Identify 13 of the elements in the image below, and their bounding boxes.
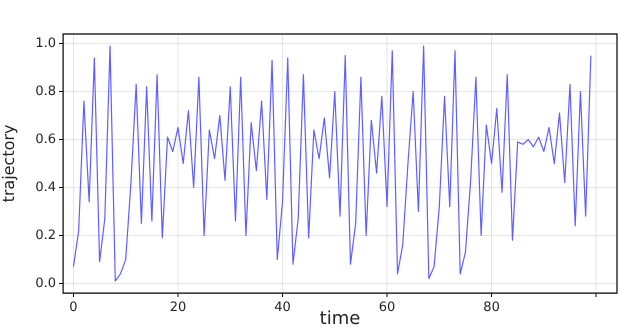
y-tick-label: 0.2 — [35, 228, 56, 243]
x-axis-title: time — [320, 308, 360, 329]
y-tick-label: 0.0 — [35, 276, 56, 291]
y-tick-label: 0.6 — [35, 132, 56, 147]
x-tick-label: 20 — [170, 300, 186, 316]
x-tick-label: 60 — [378, 300, 396, 316]
y-tick-label: 0.8 — [35, 84, 56, 99]
x-tick-label: 0 — [69, 300, 78, 316]
y-tick-label: 0.4 — [35, 180, 56, 195]
y-axis-title: trajectory — [0, 124, 18, 202]
y-tick-label: 1.0 — [35, 36, 56, 51]
x-tick-label: 80 — [483, 300, 500, 316]
x-tick-label: 40 — [274, 300, 291, 316]
